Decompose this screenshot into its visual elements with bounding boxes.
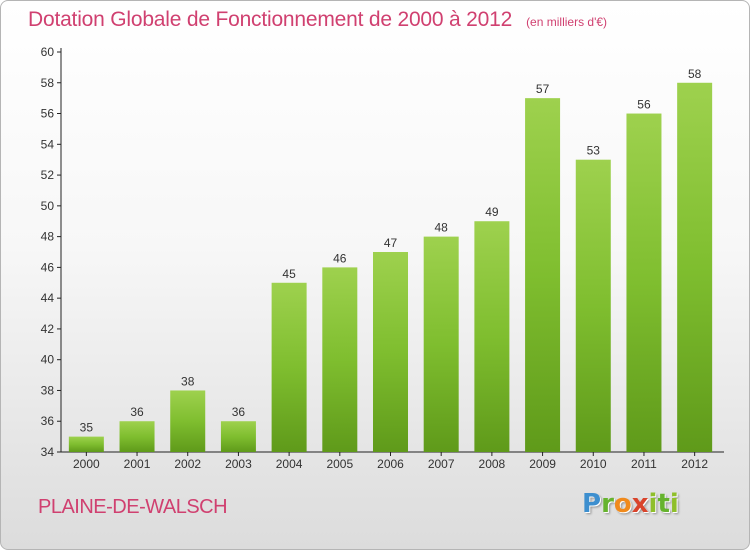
bar: [170, 390, 206, 452]
data-label: 45: [282, 267, 296, 281]
y-tick-label: 34: [41, 445, 55, 459]
data-label: 35: [80, 421, 94, 435]
bar: [119, 421, 155, 452]
data-label: 48: [435, 221, 449, 235]
y-tick-label: 36: [41, 414, 55, 428]
y-tick-label: 44: [41, 291, 55, 305]
bar: [423, 236, 459, 452]
x-tick-label: 2001: [124, 457, 151, 471]
x-tick-label: 2006: [377, 457, 404, 471]
logo-letter: P: [582, 489, 602, 519]
data-label: 58: [688, 67, 702, 81]
data-label: 36: [232, 405, 246, 419]
x-tick-label: 2002: [174, 457, 201, 471]
y-tick-label: 60: [41, 45, 55, 59]
bar: [373, 252, 408, 452]
y-tick-label: 46: [41, 260, 55, 274]
logo-letter: r: [601, 489, 614, 519]
bar: [322, 267, 358, 452]
y-tick-label: 58: [41, 76, 55, 90]
logo-letter: t: [657, 489, 670, 519]
y-tick-label: 50: [41, 199, 55, 213]
chart-title: Dotation Globale de Fonctionnement de 20…: [28, 8, 607, 32]
data-label: 56: [637, 98, 651, 112]
chart-title-main: Dotation Globale de Fonctionnement de 20…: [28, 8, 513, 31]
x-tick-label: 2012: [681, 457, 708, 471]
chart-title-unit: (en milliers d'€): [526, 15, 608, 29]
bar: [68, 436, 104, 452]
bar: [525, 98, 561, 453]
data-label: 38: [181, 374, 195, 388]
y-axis: 34 36 38 40 42 44 46 48 50 52 54 56 58 60: [41, 45, 62, 459]
y-tick-label: 52: [41, 168, 55, 182]
logo-letter: o: [613, 489, 632, 519]
x-tick-label: 2011: [631, 457, 657, 471]
bar: [271, 282, 307, 452]
commune-name: PLAINE-DE-WALSCH: [38, 496, 228, 518]
data-label: 36: [130, 405, 144, 419]
data-labels: 35 36 38 36 45 46 47 48 49 57 53 56 58: [80, 67, 702, 435]
data-label: 49: [485, 205, 499, 219]
data-label: 57: [536, 82, 550, 96]
x-tick-label: 2000: [73, 457, 100, 471]
y-tick-label: 40: [41, 353, 55, 367]
x-tick-label: 2007: [428, 457, 455, 471]
x-tick-label: 2010: [580, 457, 607, 471]
bar: [474, 221, 510, 452]
bar: [575, 159, 611, 452]
y-tick-label: 48: [41, 230, 55, 244]
data-label: 47: [384, 236, 398, 250]
logo-letter: i: [648, 489, 658, 519]
x-tick-label: 2003: [225, 457, 252, 471]
x-axis: 2000 2001 2002 2003 2004 2005 2006 2007 2008 2009…: [61, 451, 724, 471]
logo-letter: x: [631, 489, 649, 519]
x-tick-label: 2008: [479, 457, 506, 471]
proxiti-logo: Proxiti: [582, 489, 679, 519]
bar-series: [68, 82, 713, 453]
bar: [677, 82, 713, 453]
y-tick-label: 42: [41, 322, 55, 336]
x-tick-label: 2004: [276, 457, 303, 471]
logo-letter: i: [669, 489, 679, 519]
y-tick-label: 54: [41, 137, 55, 151]
x-tick-label: 2009: [529, 457, 556, 471]
y-tick-label: 38: [41, 383, 55, 397]
y-tick-label: 56: [41, 107, 55, 121]
bar: [220, 421, 256, 452]
x-tick-label: 2005: [326, 457, 353, 471]
data-label: 53: [587, 144, 601, 158]
data-label: 46: [333, 251, 347, 265]
bar: [626, 113, 662, 453]
